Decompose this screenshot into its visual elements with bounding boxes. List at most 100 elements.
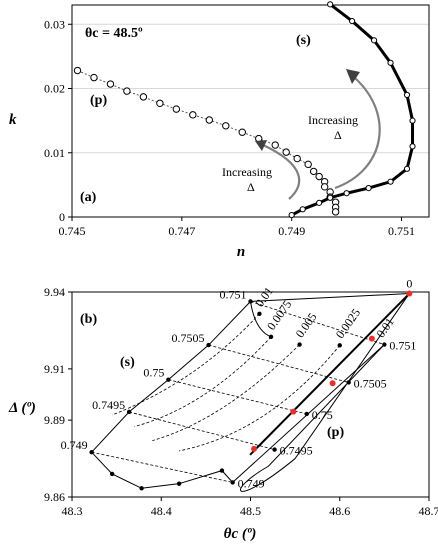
panel-a-p-point (293, 154, 301, 163)
panel-a-p-point (331, 208, 340, 216)
panel-b-p-label: 0.7495 (280, 444, 313, 458)
panel-b-red-point (251, 445, 258, 452)
panel-b-iso-n-line (250, 301, 385, 345)
panel-b-red-point (406, 290, 413, 297)
panel-b-k-label: 0.01 (252, 284, 276, 309)
panel-b-k-point (297, 342, 302, 347)
panel-b-bottom-point (109, 471, 115, 477)
panel-a-s-point (327, 194, 334, 201)
panel-b-top-arc (250, 301, 272, 338)
panel-a-p-label: (p) (90, 93, 107, 108)
panel-b-iso-n-line (91, 451, 233, 483)
panel-a-p-point (73, 66, 82, 75)
panel-b-p-label: (p) (327, 425, 344, 440)
panel-b-s-label: 0.75 (143, 366, 164, 380)
panel-a-ytick-label: 0 (59, 210, 65, 224)
panel-a-p-point (106, 80, 115, 88)
panel-b-red-point (329, 380, 336, 387)
panel-a-p-point (238, 128, 246, 136)
panel-a-s-point (387, 59, 394, 66)
panel-a-s-point (409, 117, 416, 124)
panel-b-p-label: 0.751 (389, 339, 416, 353)
panel-b-p-label: 0.749 (238, 476, 265, 490)
panel-a-frame (71, 4, 430, 218)
panel-b-k-label: 0 (406, 277, 412, 291)
panel-b-iso-n-line (168, 379, 307, 415)
panel-b-s-point (248, 299, 253, 304)
panel-b-xtick-label: 48.5 (240, 504, 261, 518)
panel-b-p-point (346, 380, 351, 385)
panel-a-s-point (387, 178, 394, 185)
panel-a-xtick-label: 0.751 (388, 224, 415, 238)
panel-b-s-label: 0.7495 (92, 398, 125, 412)
panel-b-xtick-label: 48.4 (151, 504, 172, 518)
panel-b-p-point (304, 411, 309, 417)
panel-a-p-point (271, 141, 279, 149)
panel-b-s-label: (s) (120, 355, 135, 370)
panel-b-k-point (337, 343, 342, 348)
panel-b-p-label: 0.75 (312, 408, 333, 422)
panel-a-panel-label: (a) (80, 190, 97, 205)
panel-a-delta-1: Δ (334, 128, 342, 142)
panel-b-s-label: 0.751 (220, 287, 247, 301)
panel-a-s-point (327, 1, 334, 8)
panel-b-iso-n-line (129, 411, 275, 450)
panel-b-center-diagonal (249, 292, 411, 456)
panel-a-xtick-label: 0.749 (278, 224, 305, 238)
panel-a-s-point (370, 37, 378, 44)
panel-b-iso-k-arc (152, 344, 300, 442)
panel-a-s-point (349, 17, 356, 25)
panel-a-arrowhead-s (346, 69, 360, 84)
panel-a-p-point (139, 93, 148, 101)
panel-a-p-point (156, 99, 164, 107)
panel-b-ytick-label: 9.86 (44, 490, 65, 504)
panel-a-arrowhead-p (255, 140, 267, 151)
panel-a-p-point (282, 148, 290, 156)
panel-a-s-point (403, 91, 411, 99)
panel-b-k-point (268, 334, 274, 340)
panel-b-ylabel: Δ (º) (8, 400, 36, 416)
panel-a-p-point (90, 73, 98, 82)
panel-a-p-point (304, 160, 312, 169)
panel-b-iso-k-arc (134, 336, 272, 427)
panel-b-red-point (368, 335, 375, 342)
panel-a-chart: 0 0.01 0.02 0.03 0.745 0.747 0.749 0.751 k n θc… (9, 1, 430, 260)
panel-a-s-point (403, 165, 411, 172)
panel-a-p-point (222, 122, 230, 130)
panel-b-k-label: 0.005 (293, 310, 320, 340)
panel-a-s-point (316, 199, 323, 206)
panel-b-s-point (166, 377, 171, 382)
panel-b-iso-k-arc (179, 345, 341, 452)
panel-b-s-label: 0.749 (61, 438, 88, 452)
panel-b-panel-label: (b) (80, 312, 97, 327)
panel-a-p-point (205, 116, 214, 124)
panel-b-p-point (230, 480, 235, 485)
panel-a-ylabel: k (9, 112, 17, 128)
panel-a-p-point (320, 183, 329, 191)
panel-b-k-label: 0.0025 (333, 306, 363, 341)
panel-b-s-label: 0.7505 (172, 331, 205, 345)
panel-a-s-point (343, 190, 350, 197)
panel-b-s-point (206, 342, 211, 348)
panel-b-xtick-label: 48.3 (62, 504, 83, 518)
panel-b-p-point (272, 447, 277, 452)
panel-a-p-point (315, 172, 323, 181)
panel-b-ytick-label: 9.94 (44, 285, 65, 299)
panel-a-p-point (123, 87, 131, 95)
panel-a-p-point (189, 111, 197, 119)
panel-b-red-point (290, 408, 297, 415)
panel-a-xlabel: n (237, 244, 245, 260)
panel-b-xtick-label: 48.7 (419, 504, 438, 518)
panel-b-iso-n-line (208, 344, 349, 383)
panel-b-right-k-label: 0.01 (373, 315, 397, 340)
panel-a-delta-2: Δ (247, 180, 255, 194)
panel-b-p-loop (240, 293, 410, 492)
panel-a-p-point (309, 167, 318, 176)
panel-a-increasing-1: Increasing (308, 113, 358, 127)
panel-a-ytick-label: 0.03 (44, 17, 65, 31)
panel-b-p-label: 0.7505 (354, 376, 387, 390)
panel-b-bottom-point (176, 481, 182, 486)
panel-b-p-point (382, 342, 387, 347)
panel-a-arrow-p (262, 144, 301, 200)
